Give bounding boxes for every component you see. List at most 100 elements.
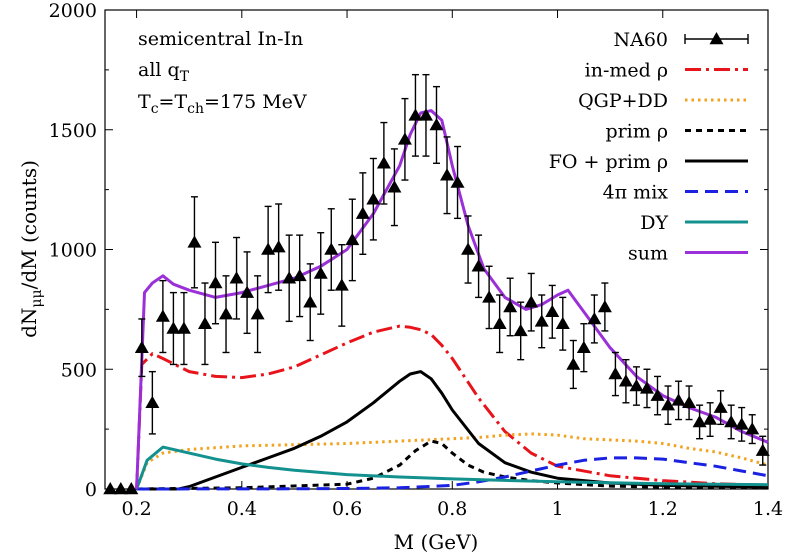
data-point: [576, 323, 591, 373]
series-line-4: [136, 456, 769, 491]
legend-entry: QGP+DD: [578, 90, 748, 112]
annotation-line-1: semicentral In-In: [138, 28, 303, 50]
x-tick-label: 0.4: [227, 498, 257, 520]
data-point: [534, 294, 549, 349]
data-point: [387, 148, 402, 227]
x-tick-label: 0.2: [121, 498, 151, 520]
data-point: [187, 196, 202, 289]
data-point: [650, 375, 665, 416]
triangle-marker: [513, 323, 528, 337]
data-point: [587, 294, 602, 344]
data-point: [324, 208, 339, 291]
x-tick-label: 1: [551, 498, 563, 520]
triangle-marker: [692, 414, 707, 428]
triangle-marker: [334, 278, 349, 291]
data-point: [240, 251, 255, 335]
y-axis-title: dNμμ/dM (counts): [17, 160, 45, 338]
y-tick-label: 2000: [49, 0, 97, 22]
data-point: [482, 265, 497, 330]
triangle-marker: [187, 235, 202, 248]
triangle-marker: [418, 108, 433, 121]
series-line-0: [135, 324, 769, 490]
data-point: [418, 73, 433, 157]
legend-label: FO + prim ρ: [549, 151, 668, 173]
triangle-marker: [134, 340, 149, 353]
triangle-marker: [197, 316, 212, 329]
triangle-marker: [503, 299, 518, 313]
data-point: [492, 294, 507, 354]
legend-swatch-marker: [709, 32, 724, 45]
legend: NA60 in-med ρ QGP+DD prim ρ FO + prim ρ 4π mi…: [549, 29, 749, 265]
triangle-marker: [492, 316, 507, 329]
triangle-marker: [608, 367, 623, 380]
triangle-marker: [250, 307, 265, 320]
series-line-5: [135, 445, 769, 490]
triangle-marker: [103, 482, 118, 495]
data-point: [408, 73, 423, 157]
triangle-marker: [208, 276, 223, 289]
triangle-marker: [745, 422, 760, 435]
x-tick-label: 0.6: [332, 498, 362, 520]
triangle-marker: [440, 168, 455, 181]
data-point: [629, 366, 644, 406]
data-point: [734, 406, 749, 442]
triangle-marker: [324, 242, 339, 255]
data-point: [208, 241, 223, 325]
series-line-1: [135, 432, 769, 490]
data-point: [703, 402, 718, 438]
triangle-marker: [408, 108, 423, 121]
legend-entry: DY: [640, 212, 748, 234]
triangle-marker: [313, 266, 328, 279]
legend-label: DY: [640, 212, 668, 234]
triangle-marker: [703, 412, 718, 425]
series-line-2: [136, 439, 769, 491]
legend-label: in-med ρ: [585, 60, 668, 82]
triangle-marker: [471, 259, 486, 272]
annotation-line-2: all qT: [138, 59, 190, 85]
data-point: [555, 296, 570, 351]
triangle-marker: [534, 314, 549, 327]
triangle-marker: [755, 443, 770, 456]
triangle-marker: [387, 180, 402, 193]
triangle-marker: [650, 388, 665, 401]
data-point: [366, 157, 381, 241]
data-point: [724, 404, 739, 440]
data-point: [471, 234, 486, 299]
legend-label: prim ρ: [605, 121, 668, 143]
triangle-marker: [240, 285, 255, 298]
data-point: [155, 279, 170, 354]
data-point: [524, 272, 539, 332]
data-point: [429, 85, 444, 164]
annotation-line-3: Tc=Tch=175 MeV: [138, 91, 307, 117]
data-point: [334, 244, 349, 327]
y-tick-label: 1000: [49, 240, 97, 262]
data-point: [461, 215, 476, 284]
series-curves: [135, 109, 769, 491]
data-point: [345, 198, 360, 282]
data-point: [639, 368, 654, 409]
data-point: [303, 263, 318, 342]
triangle-marker: [219, 307, 234, 320]
data-points: [103, 73, 770, 495]
data-point: [618, 358, 633, 404]
triangle-marker: [524, 295, 539, 308]
data-point: [755, 435, 770, 466]
data-point: [134, 318, 149, 378]
triangle-marker: [261, 242, 276, 255]
triangle-marker: [724, 414, 739, 428]
triangle-marker: [587, 311, 602, 325]
triangle-marker: [303, 295, 318, 308]
legend-label: 4π mix: [603, 182, 669, 204]
triangle-marker: [366, 192, 381, 205]
data-point: [124, 482, 139, 495]
triangle-marker: [597, 299, 612, 313]
data-point: [145, 370, 160, 435]
data-point: [197, 282, 212, 366]
triangle-marker: [713, 400, 728, 413]
triangle-marker: [355, 206, 370, 219]
triangle-marker: [734, 417, 749, 430]
data-point: [661, 385, 676, 426]
legend-entry: NA60: [613, 29, 749, 51]
triangle-marker: [397, 132, 412, 145]
triangle-marker: [671, 393, 686, 406]
